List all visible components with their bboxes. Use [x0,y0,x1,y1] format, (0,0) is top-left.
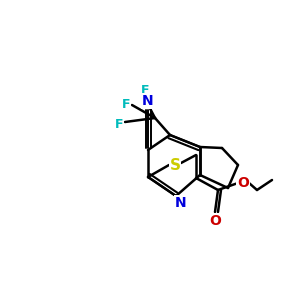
Text: O: O [237,176,249,190]
Text: F: F [122,98,130,112]
Text: S: S [169,158,181,172]
Text: N: N [142,94,154,108]
Text: F: F [115,118,123,130]
Text: N: N [175,196,187,210]
Text: F: F [141,83,149,97]
Text: O: O [209,214,221,228]
